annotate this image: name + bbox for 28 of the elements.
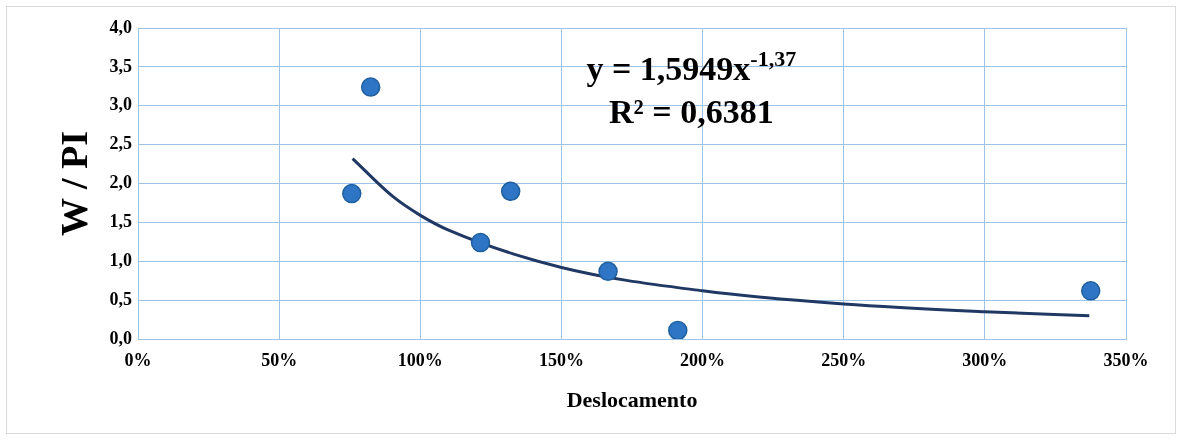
- line-series: [351, 157, 1091, 318]
- y-tick-label: 3,5: [109, 55, 133, 76]
- x-tick-label: 150%: [538, 350, 584, 371]
- point: [342, 183, 362, 204]
- y-tick-label: 4,0: [109, 16, 133, 37]
- point: [500, 181, 521, 202]
- y-tick-label: 2,5: [109, 133, 133, 154]
- point: [360, 77, 381, 97]
- x-tick-label: 250%: [821, 350, 867, 371]
- y-tick-label: 2,0: [109, 172, 133, 193]
- point: [668, 320, 688, 339]
- x-tick-label: 350%: [1103, 350, 1149, 371]
- y-tick-label: 1,0: [109, 249, 133, 270]
- x-tick-label: 200%: [680, 350, 726, 371]
- x-tick-label: 300%: [962, 350, 1008, 371]
- y-tick-label: 0,5: [109, 288, 133, 309]
- annotation: R² = 0,6381: [609, 93, 774, 130]
- x-tick-label: 100%: [397, 350, 443, 371]
- point: [470, 232, 491, 253]
- x-tick-label: 50%: [261, 350, 298, 371]
- y-axis-title: W / PI: [52, 131, 95, 236]
- y-tick-label: 3,0: [109, 94, 133, 115]
- point: [1080, 281, 1101, 301]
- y-tick-label: 1,5: [109, 211, 133, 232]
- point: [598, 261, 618, 282]
- x-axis-title: Deslocamento: [566, 387, 698, 413]
- y-tick-label: 0,0: [109, 327, 133, 348]
- x-tick-label: 0%: [124, 350, 152, 371]
